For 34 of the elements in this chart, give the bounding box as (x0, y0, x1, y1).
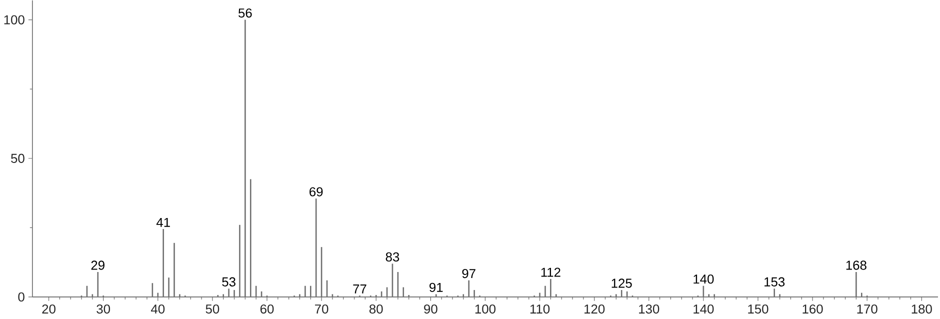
annotation: 29 (91, 260, 104, 270)
annotation: 91 (430, 282, 443, 292)
x-tick-label: 170 (857, 304, 878, 314)
annotation: 125 (612, 278, 632, 288)
x-tick-label: 180 (912, 304, 932, 314)
x-tick-label: 80 (369, 304, 383, 314)
annotation: 140 (694, 274, 714, 284)
x-tick-label: 70 (315, 304, 328, 314)
x-tick-label: 60 (260, 304, 274, 314)
annotation: 168 (846, 260, 866, 270)
x-tick-label: 100 (475, 304, 496, 314)
x-tick-label: 50 (206, 304, 220, 314)
annotation: 53 (222, 277, 236, 287)
x-tick-label: 150 (748, 304, 768, 314)
annotation: 41 (156, 218, 170, 227)
annotation: 97 (462, 269, 476, 278)
x-tick-label: 110 (530, 304, 550, 314)
annotation: 153 (764, 277, 785, 287)
annotation: 112 (541, 268, 560, 277)
x-tick-label: 160 (802, 304, 823, 314)
x-tick-label: 30 (96, 304, 110, 314)
y-tick-label: 50 (11, 154, 24, 164)
x-tick-label: 130 (639, 304, 660, 314)
y-tick-label: 0 (18, 292, 24, 302)
x-tick-label: 120 (584, 304, 605, 314)
y-tick-label: 100 (4, 15, 24, 24)
x-tick-label: 20 (42, 304, 56, 314)
annotation: 83 (386, 252, 400, 262)
annotation: 69 (310, 187, 323, 196)
x-tick-label: 90 (424, 304, 438, 314)
x-tick-label: 140 (694, 304, 714, 314)
annotation: 77 (353, 284, 366, 294)
annotation: 56 (238, 8, 252, 18)
x-tick-label: 40 (150, 304, 165, 314)
